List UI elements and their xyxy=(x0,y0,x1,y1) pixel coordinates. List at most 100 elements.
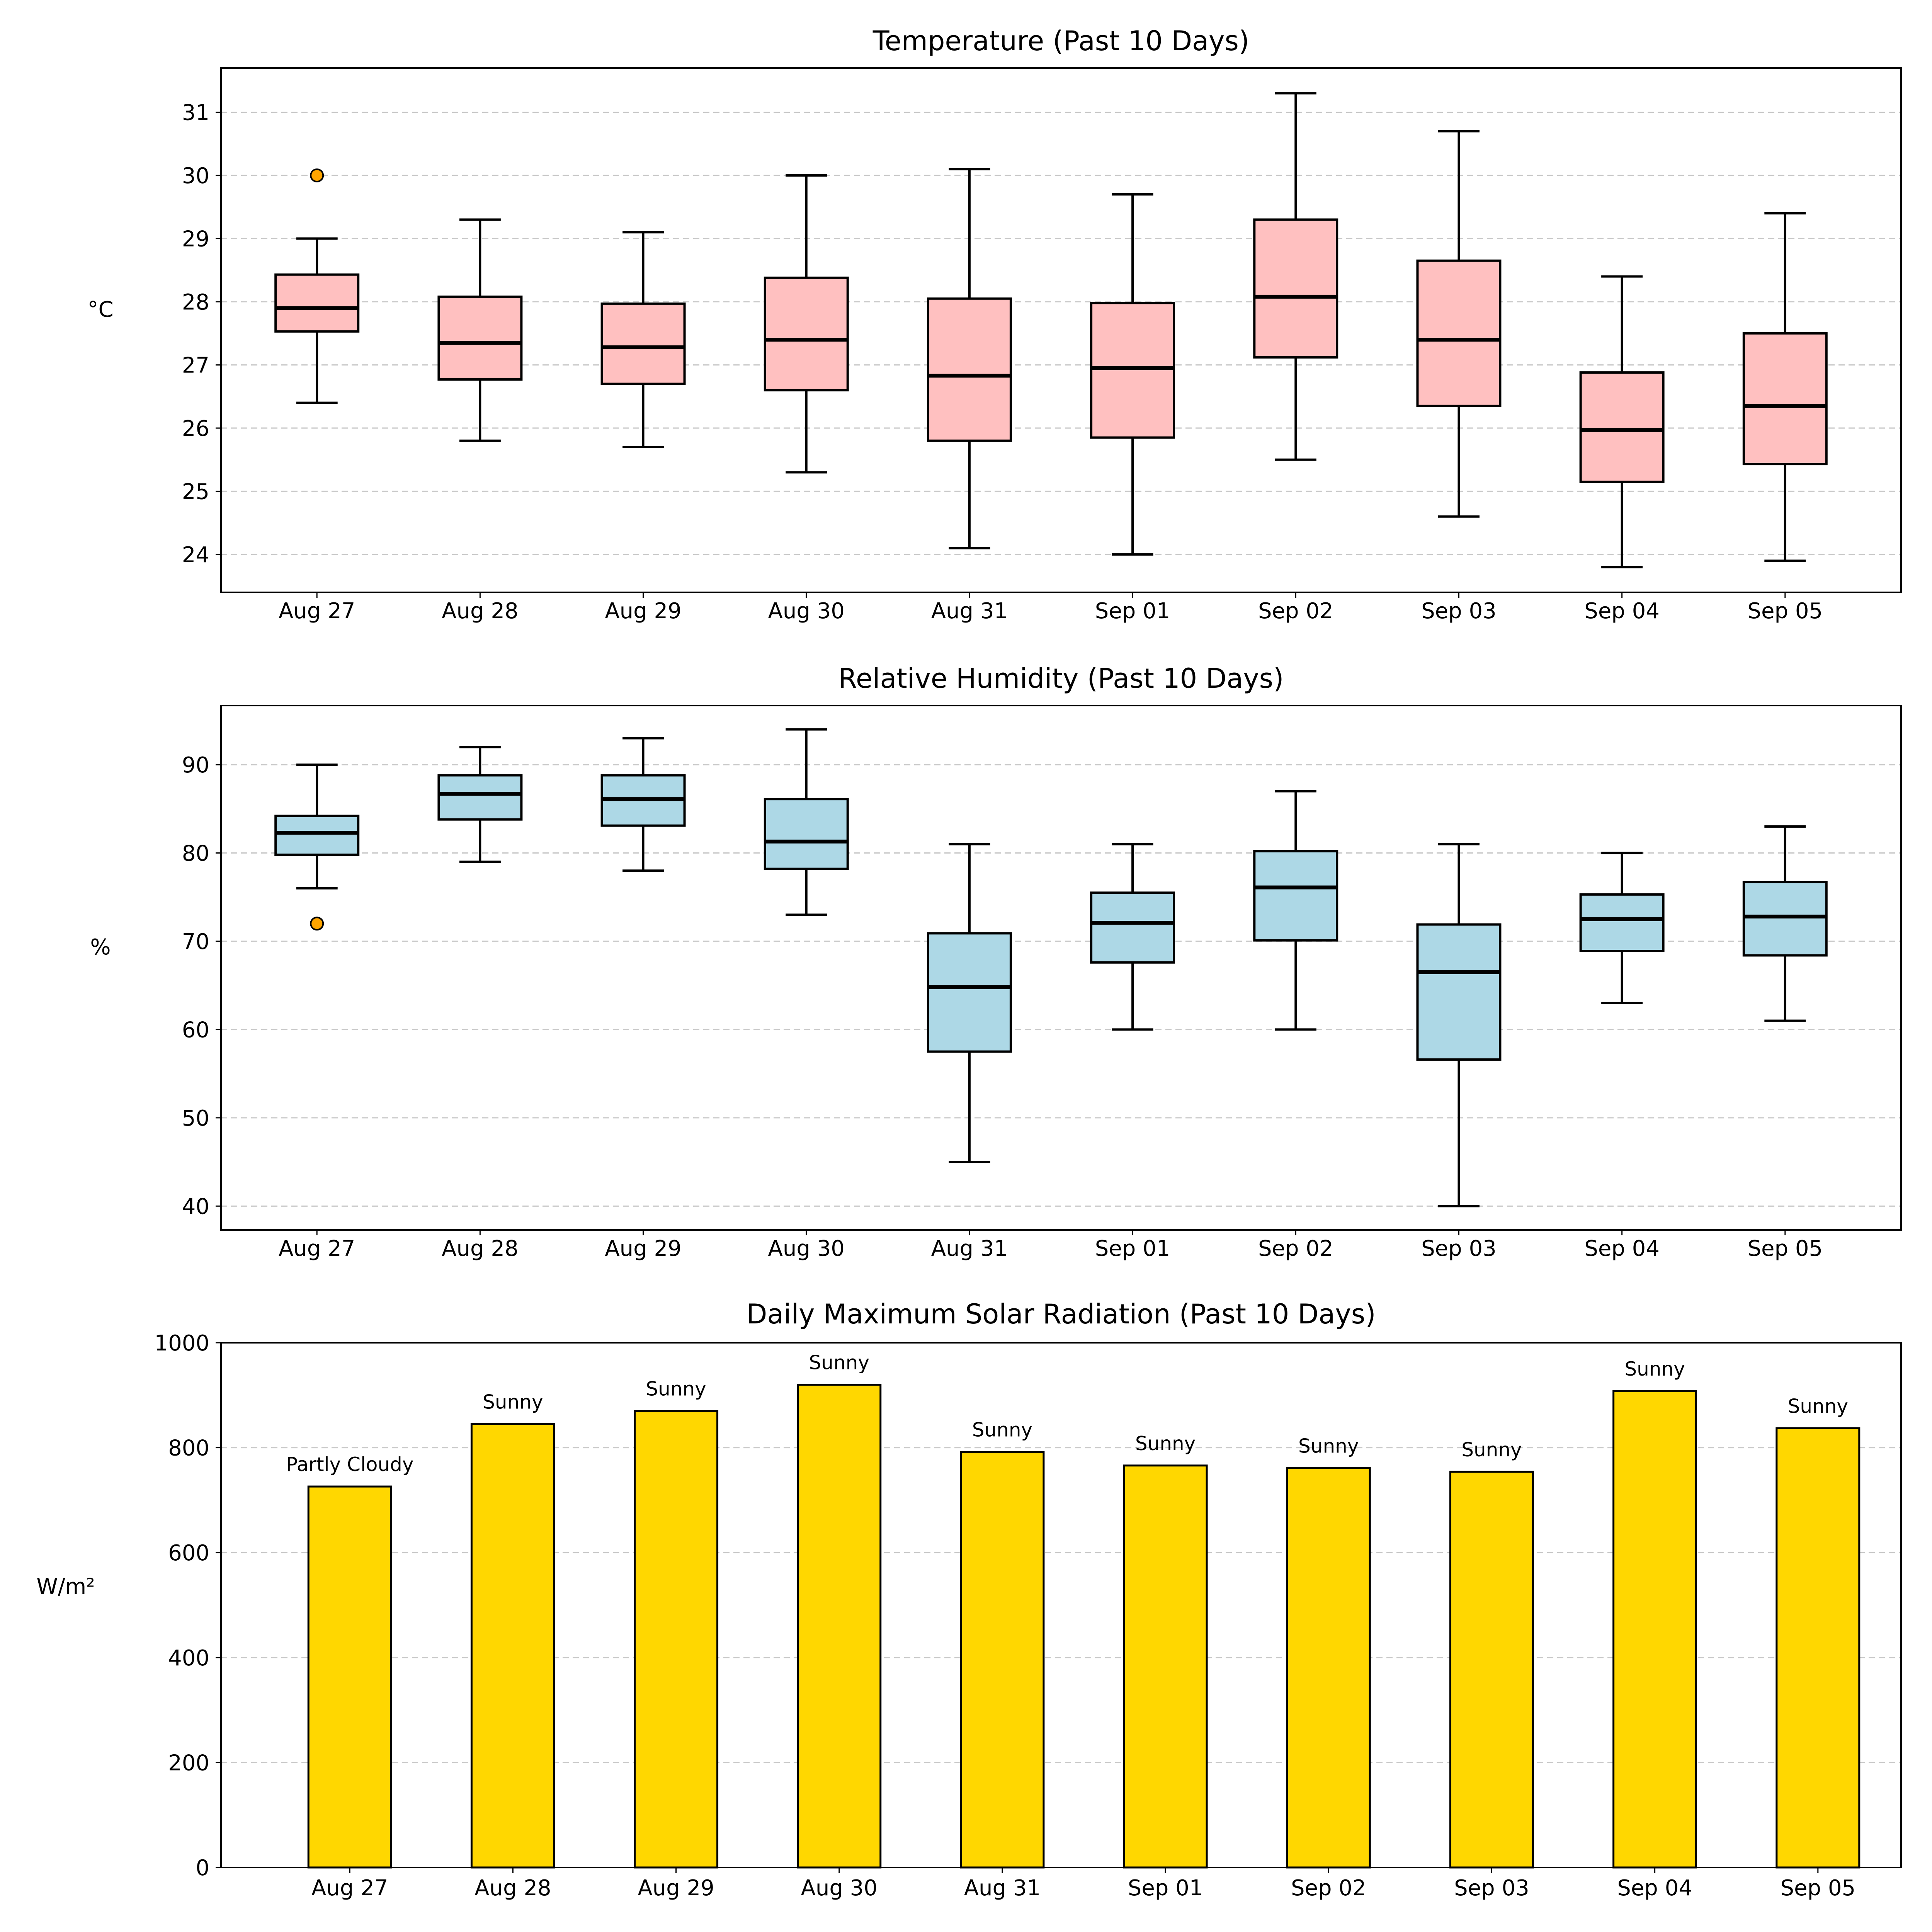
y-axis-label: °C xyxy=(87,297,113,322)
iqr-box xyxy=(1090,302,1175,439)
y-tick-label: 26 xyxy=(182,416,209,441)
box-sep-04 xyxy=(1579,275,1665,568)
box-aug-28 xyxy=(437,218,523,442)
chart-title: Daily Maximum Solar Radiation (Past 10 D… xyxy=(746,1298,1376,1330)
iqr-box xyxy=(1579,893,1665,952)
y-tick-label: 40 xyxy=(182,1194,209,1219)
x-tick-label: Sep 03 xyxy=(1421,1236,1497,1261)
box-sep-03 xyxy=(1416,130,1502,518)
bar-sep-02: Sunny xyxy=(1286,1435,1371,1869)
solar-bar xyxy=(1776,1427,1861,1869)
y-tick-label: 50 xyxy=(182,1106,209,1131)
x-tick-label: Sep 02 xyxy=(1291,1876,1366,1901)
solar-bar xyxy=(1612,1390,1697,1869)
x-tick-label: Aug 30 xyxy=(768,599,845,624)
chart-title: Relative Humidity (Past 10 Days) xyxy=(838,663,1284,694)
y-tick-label: 60 xyxy=(182,1017,209,1043)
solar-bar xyxy=(470,1423,555,1869)
weather-label: Sunny xyxy=(483,1391,543,1413)
solar-bar xyxy=(1449,1471,1534,1869)
bar-sep-01: Sunny xyxy=(1123,1432,1208,1869)
x-tick-label: Aug 27 xyxy=(279,599,355,624)
box-aug-31 xyxy=(927,168,1012,549)
x-tick-label: Aug 29 xyxy=(605,599,681,624)
x-tick-label: Sep 05 xyxy=(1747,599,1823,624)
iqr-box xyxy=(1742,332,1828,466)
y-tick-label: 70 xyxy=(182,929,209,954)
solar-bar xyxy=(307,1485,392,1869)
x-tick-label: Sep 04 xyxy=(1584,1236,1660,1261)
iqr-box xyxy=(1090,891,1175,964)
bar-sep-03: Sunny xyxy=(1449,1439,1534,1869)
bar-aug-31: Sunny xyxy=(960,1418,1045,1869)
chart-2: 40 50 60 70 80 90 Aug 27 Aug 28 Aug 29 Aug 30 Aug … xyxy=(90,663,1902,1261)
x-tick-label: Aug 31 xyxy=(931,599,1008,624)
box-sep-02 xyxy=(1253,790,1338,1031)
box-sep-01 xyxy=(1090,843,1175,1031)
bar-aug-29: Sunny xyxy=(634,1378,719,1869)
x-tick-label: Aug 27 xyxy=(279,1236,355,1261)
iqr-box xyxy=(1742,881,1828,957)
box-aug-30 xyxy=(764,174,849,474)
y-axis-label: % xyxy=(90,935,111,960)
iqr-box xyxy=(1253,850,1338,942)
bar-aug-30: Sunny xyxy=(797,1352,882,1869)
y-axis-label: W/m² xyxy=(36,1574,95,1599)
x-tick-label: Aug 28 xyxy=(474,1876,551,1901)
box-sep-05 xyxy=(1742,212,1828,562)
weather-label: Sunny xyxy=(1135,1432,1196,1455)
x-tick-label: Sep 04 xyxy=(1617,1876,1692,1901)
y-tick-label: 28 xyxy=(182,290,209,315)
x-tick-label: Sep 02 xyxy=(1258,599,1333,624)
x-tick-label: Sep 01 xyxy=(1128,1876,1203,1901)
x-tick-label: Aug 29 xyxy=(638,1876,714,1901)
y-tick-label: 31 xyxy=(182,100,209,125)
solar-bar xyxy=(1286,1467,1371,1869)
box-sep-01 xyxy=(1090,193,1175,556)
x-tick-label: Aug 28 xyxy=(442,1236,518,1261)
x-tick-label: Aug 31 xyxy=(931,1236,1008,1261)
solar-bar xyxy=(797,1384,882,1869)
x-tick-label: Aug 30 xyxy=(768,1236,845,1261)
x-tick-label: Sep 05 xyxy=(1747,1236,1823,1261)
iqr-box xyxy=(1579,371,1665,483)
x-tick-label: Sep 02 xyxy=(1258,1236,1333,1261)
x-tick-label: Aug 31 xyxy=(964,1876,1041,1901)
outlier-point xyxy=(310,168,324,182)
axes-frame xyxy=(220,705,1902,1231)
box-aug-27 xyxy=(274,764,360,931)
iqr-box xyxy=(927,297,1012,442)
weather-label: Partly Cloudy xyxy=(286,1453,414,1476)
box-sep-05 xyxy=(1742,825,1828,1022)
y-tick-label: 0 xyxy=(196,1855,209,1881)
x-tick-label: Sep 03 xyxy=(1454,1876,1529,1901)
y-tick-label: 600 xyxy=(168,1541,209,1566)
y-tick-label: 30 xyxy=(182,163,209,189)
iqr-box xyxy=(1416,923,1502,1061)
weather-label: Sunny xyxy=(1298,1435,1359,1458)
box-aug-30 xyxy=(764,728,849,916)
y-tick-label: 200 xyxy=(168,1750,209,1776)
solar-bar xyxy=(1123,1464,1208,1869)
box-aug-31 xyxy=(927,843,1012,1163)
weather-label: Sunny xyxy=(646,1378,706,1400)
box-sep-02 xyxy=(1253,92,1338,461)
iqr-box xyxy=(437,774,523,821)
bar-sep-05: Sunny xyxy=(1776,1395,1861,1869)
iqr-box xyxy=(764,276,849,391)
box-aug-29 xyxy=(600,231,686,448)
axes-frame xyxy=(220,67,1902,593)
iqr-box xyxy=(274,815,360,856)
iqr-box xyxy=(927,932,1012,1053)
chart-3: 0 200 400 600 800 1000 Partly Cloudy Sunny Sunny… xyxy=(36,1298,1902,1901)
x-tick-label: Aug 28 xyxy=(442,599,518,624)
weather-label: Sunny xyxy=(1461,1439,1522,1461)
axes-frame xyxy=(220,1342,1902,1868)
box-sep-04 xyxy=(1579,852,1665,1004)
plots: 24 25 26 27 28 29 30 31 Aug 27 Aug 28 Aug 29 Aug 30… xyxy=(36,25,1902,1901)
box-sep-03 xyxy=(1416,843,1502,1208)
weather-label: Sunny xyxy=(972,1418,1032,1441)
iqr-box xyxy=(1416,259,1502,407)
bar-aug-28: Sunny xyxy=(470,1391,555,1869)
